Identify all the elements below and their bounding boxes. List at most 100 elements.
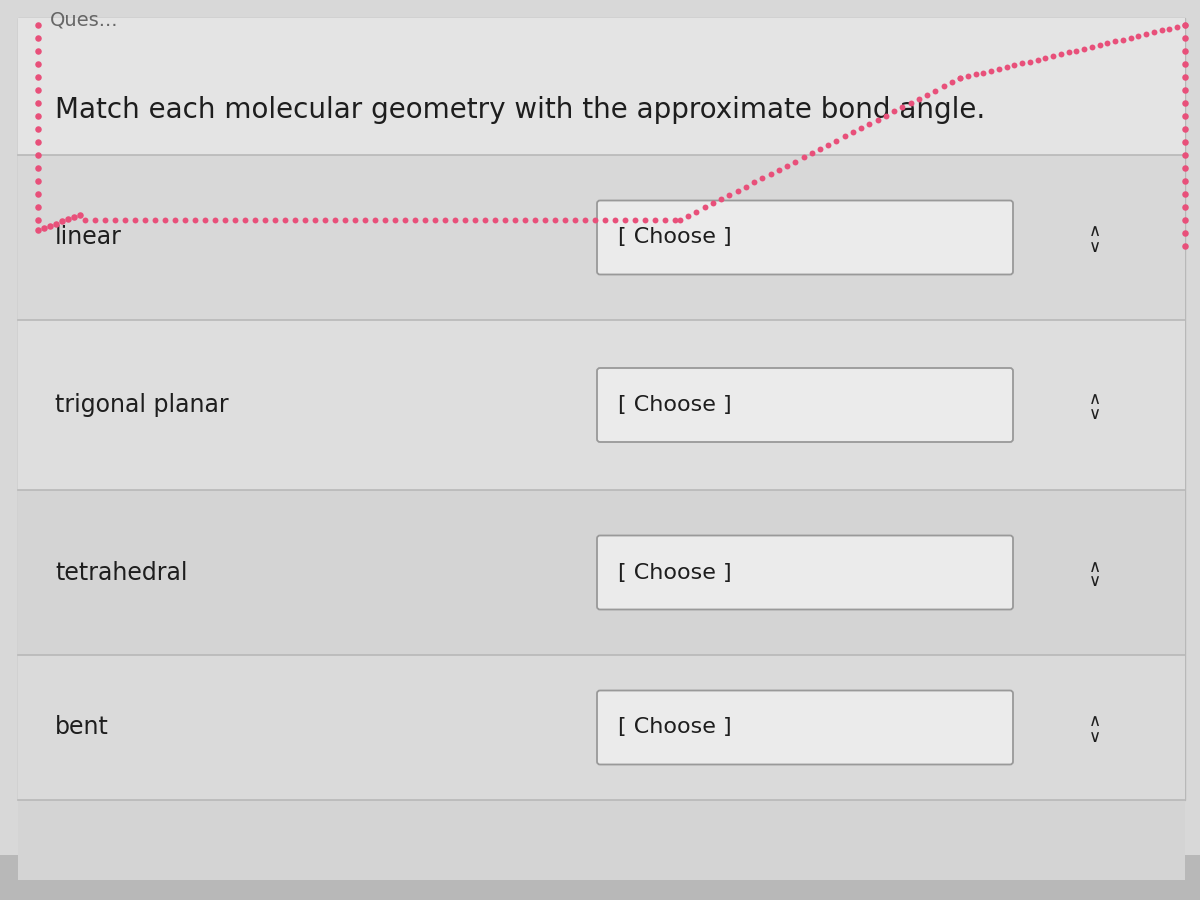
Point xyxy=(145,212,164,227)
FancyBboxPatch shape xyxy=(598,368,1013,442)
Point xyxy=(76,212,95,227)
Point xyxy=(1121,31,1140,45)
Point xyxy=(47,216,66,230)
Point xyxy=(1176,200,1195,214)
Point xyxy=(1020,54,1039,68)
Point xyxy=(769,163,788,177)
Point xyxy=(426,212,445,227)
Point xyxy=(29,44,48,58)
Point xyxy=(576,212,595,227)
Point xyxy=(1176,70,1195,85)
Point xyxy=(950,71,970,86)
Point xyxy=(827,133,846,148)
Point xyxy=(71,208,90,222)
Point xyxy=(1074,41,1093,56)
Text: ∧: ∧ xyxy=(1088,222,1102,240)
Point xyxy=(1176,44,1195,58)
Point xyxy=(586,212,605,227)
FancyBboxPatch shape xyxy=(18,18,1186,155)
Point xyxy=(59,212,78,227)
Text: [ Choose ]: [ Choose ] xyxy=(618,717,732,737)
Point xyxy=(65,210,84,224)
Point xyxy=(989,62,1008,77)
Point xyxy=(720,188,739,202)
Point xyxy=(686,204,706,219)
FancyBboxPatch shape xyxy=(18,320,1186,490)
Point xyxy=(526,212,545,227)
Point xyxy=(966,68,985,82)
Point xyxy=(136,212,155,227)
Point xyxy=(96,212,115,227)
Point xyxy=(997,59,1016,74)
Point xyxy=(256,212,275,227)
Point xyxy=(85,212,104,227)
Point xyxy=(1044,49,1063,63)
Point xyxy=(1176,57,1195,71)
Point xyxy=(973,66,992,80)
Point xyxy=(910,92,929,106)
Point xyxy=(41,219,60,233)
Point xyxy=(1004,58,1024,72)
Point xyxy=(29,109,48,123)
Point xyxy=(29,31,48,45)
Point xyxy=(852,121,871,135)
Point xyxy=(1013,56,1032,70)
Point xyxy=(156,212,175,227)
Point xyxy=(778,158,797,173)
Point xyxy=(595,212,614,227)
Point xyxy=(246,212,265,227)
Text: ∧: ∧ xyxy=(1088,557,1102,575)
Text: ∧: ∧ xyxy=(1088,713,1102,731)
Point xyxy=(415,212,434,227)
Point xyxy=(1176,212,1195,227)
Point xyxy=(29,223,48,238)
Point xyxy=(385,212,404,227)
Text: Ques...: Ques... xyxy=(50,10,119,29)
Point xyxy=(728,184,748,198)
Point xyxy=(29,135,48,149)
Point xyxy=(818,138,838,152)
Point xyxy=(29,122,48,136)
Point xyxy=(950,71,970,86)
Point xyxy=(445,212,464,227)
Point xyxy=(1176,18,1195,32)
Point xyxy=(893,100,912,114)
Point xyxy=(958,69,977,84)
Point xyxy=(235,212,254,227)
Point xyxy=(1129,29,1148,43)
Point xyxy=(175,212,194,227)
Point xyxy=(516,212,535,227)
Point xyxy=(29,174,48,188)
Point xyxy=(918,87,937,102)
Point xyxy=(1176,187,1195,202)
Point xyxy=(126,212,144,227)
Point xyxy=(1176,122,1195,136)
Point xyxy=(646,212,665,227)
Point xyxy=(396,212,415,227)
Point xyxy=(406,212,425,227)
Point xyxy=(485,212,505,227)
Text: ∨: ∨ xyxy=(1088,727,1102,745)
Point xyxy=(1176,161,1195,176)
Text: bent: bent xyxy=(55,716,109,740)
Text: ∨: ∨ xyxy=(1088,572,1102,590)
Point xyxy=(1176,226,1195,240)
Point xyxy=(226,212,245,227)
Point xyxy=(505,212,524,227)
Text: Match each molecular geometry with the approximate bond angle.: Match each molecular geometry with the a… xyxy=(55,96,985,124)
Point xyxy=(376,212,395,227)
Point xyxy=(355,212,374,227)
Point xyxy=(884,104,904,119)
Point xyxy=(29,148,48,162)
Point xyxy=(29,70,48,85)
Point xyxy=(545,212,565,227)
Point xyxy=(1105,34,1124,49)
Point xyxy=(316,212,335,227)
Point xyxy=(810,142,829,157)
Point xyxy=(868,112,887,127)
Point xyxy=(53,214,72,229)
Point xyxy=(712,192,731,206)
Point xyxy=(901,96,920,111)
Point xyxy=(625,212,644,227)
FancyBboxPatch shape xyxy=(0,855,1200,900)
